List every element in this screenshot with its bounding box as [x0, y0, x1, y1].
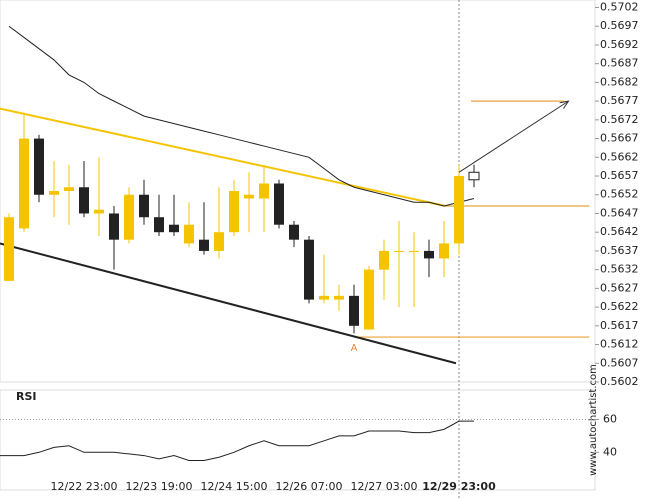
- candle-body: [274, 183, 284, 225]
- candle-body: [394, 250, 404, 252]
- y-tick-label: 0.5657: [600, 169, 639, 182]
- rsi-panel: [0, 389, 596, 491]
- y-tick-label: 0.5667: [600, 132, 639, 145]
- candle-body: [139, 194, 149, 218]
- candle-body: [468, 171, 480, 181]
- x-tick-label: 12/27 03:00: [351, 480, 418, 493]
- forecast-arrow: [458, 100, 569, 173]
- source: www.autochartist.com: [588, 364, 599, 476]
- y-tick-label: 0.5627: [600, 281, 639, 294]
- candle-body: [184, 224, 194, 244]
- y-tick-label: 0.5602: [600, 375, 639, 388]
- candle-body: [229, 191, 239, 233]
- candle-body: [154, 217, 164, 233]
- candle-body: [94, 209, 104, 214]
- rsi-line: [0, 420, 474, 461]
- candle-body: [379, 250, 389, 270]
- x-tick-label: 12/23 19:00: [126, 480, 193, 493]
- candle-body: [64, 187, 74, 191]
- x-tick-label: 12/29 23:00: [422, 480, 496, 493]
- candle-body: [244, 194, 254, 199]
- candle-body: [124, 194, 134, 240]
- x-tick-label: 12/26 07:00: [276, 480, 343, 493]
- candle-body: [349, 295, 359, 326]
- candle-body: [19, 138, 29, 229]
- y-tick-label: 0.5617: [600, 319, 639, 332]
- pattern-label: A: [351, 343, 358, 354]
- candle-body: [169, 224, 179, 233]
- price-panel: [0, 0, 596, 383]
- candle-body: [454, 176, 464, 244]
- candle-body: [334, 295, 344, 300]
- y-tick-label: 0.5662: [600, 150, 639, 163]
- candle-body: [34, 138, 44, 195]
- candle-body: [4, 217, 14, 281]
- moving-average: [8, 25, 475, 207]
- y-tick-label: 0.5622: [600, 300, 639, 313]
- y-tick-label: 0.5612: [600, 338, 639, 351]
- candle-body: [364, 269, 374, 330]
- candle-body: [439, 243, 449, 259]
- y-tick-label: 0.5652: [600, 188, 639, 201]
- y-tick-label: 0.5672: [600, 113, 639, 126]
- candle-body: [319, 295, 329, 300]
- candle-body: [304, 239, 314, 300]
- arrow-head: [559, 100, 570, 109]
- y-tick-label: 0.5637: [600, 244, 639, 257]
- rsi-tick-label: 40: [603, 445, 617, 458]
- candle-body: [49, 191, 59, 195]
- candle-body: [109, 213, 119, 240]
- y-tick-label: 0.5682: [600, 75, 639, 88]
- rsi-tick-label: 60: [603, 413, 617, 426]
- candle-body: [424, 250, 434, 259]
- y-tick-label: 0.5642: [600, 225, 639, 238]
- x-tick-label: 12/24 15:00: [201, 480, 268, 493]
- x-tick-label: 12/22 23:00: [51, 480, 118, 493]
- candle-body: [214, 232, 224, 251]
- candle-body: [289, 224, 299, 240]
- y-tick-label: 0.5697: [600, 19, 639, 32]
- y-tick-label: 0.5692: [600, 38, 639, 51]
- y-tick-label: 0.5687: [600, 57, 639, 70]
- candle-body: [259, 183, 269, 199]
- y-tick-label: 0.5632: [600, 263, 639, 276]
- trend-line: [0, 242, 457, 365]
- y-tick-label: 0.5647: [600, 206, 639, 219]
- y-tick-label: 0.5677: [600, 94, 639, 107]
- trend-line: [0, 107, 446, 207]
- candle-body: [79, 187, 89, 214]
- rsi-title: RSI: [16, 390, 37, 403]
- candle-body: [409, 250, 419, 252]
- y-tick-label: 0.5702: [600, 0, 639, 13]
- y-tick-label: 0.5607: [600, 356, 639, 369]
- candle-body: [199, 239, 209, 251]
